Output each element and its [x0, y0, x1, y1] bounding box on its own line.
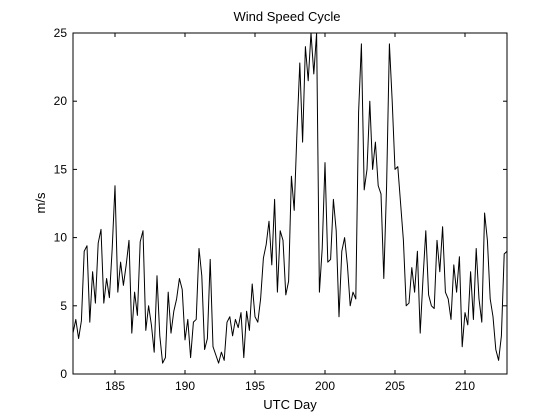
- y-axis-label: m/s: [33, 192, 48, 213]
- y-tick-label: 0: [60, 367, 67, 381]
- plot-area: [73, 33, 507, 364]
- x-tick-label: 195: [245, 379, 265, 393]
- y-axis: 0 5 10 15 20 25: [54, 26, 507, 381]
- series-line: [73, 33, 507, 364]
- y-tick-label: 15: [54, 162, 68, 176]
- y-tick-label: 20: [54, 94, 68, 108]
- y-tick-label: 10: [54, 231, 68, 245]
- y-tick-label: 5: [60, 299, 67, 313]
- x-axis: 185 190 195 200 205 210: [105, 33, 475, 393]
- x-tick-label: 205: [385, 379, 405, 393]
- chart-title: Wind Speed Cycle: [234, 9, 341, 24]
- axes-box: [72, 32, 508, 375]
- x-tick-label: 200: [315, 379, 335, 393]
- y-tick-label: 25: [54, 26, 68, 40]
- x-tick-label: 190: [175, 379, 195, 393]
- x-axis-label: UTC Day: [263, 397, 317, 412]
- x-tick-label: 210: [455, 379, 475, 393]
- x-tick-label: 185: [105, 379, 125, 393]
